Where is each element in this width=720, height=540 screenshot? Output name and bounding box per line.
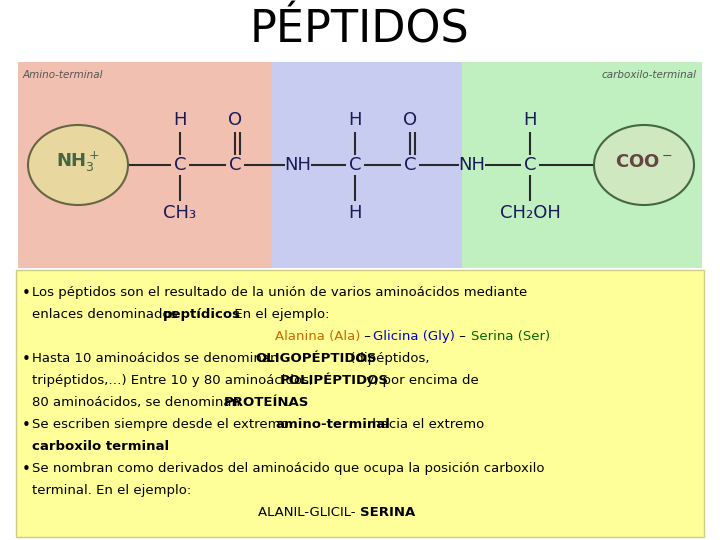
Text: NH: NH — [284, 156, 312, 174]
Text: enlaces denominados: enlaces denominados — [32, 308, 181, 321]
Text: Amino-terminal: Amino-terminal — [23, 70, 104, 80]
Text: y, por encima de: y, por encima de — [362, 374, 479, 387]
Text: PÉPTIDOS: PÉPTIDOS — [250, 9, 470, 51]
Text: Alanina (Ala): Alanina (Ala) — [274, 330, 360, 343]
Text: C: C — [404, 156, 416, 174]
Text: (dipéptidos,: (dipéptidos, — [346, 352, 430, 365]
Text: H: H — [523, 111, 536, 129]
Text: ALANIL-GLICIL-: ALANIL-GLICIL- — [258, 506, 360, 519]
Text: OLIGOPÉPTIDOS: OLIGOPÉPTIDOS — [255, 352, 377, 365]
Text: amino-terminal: amino-terminal — [275, 418, 390, 431]
Text: 80 aminoácidos, se denominan: 80 aminoácidos, se denominan — [32, 396, 244, 409]
Text: Los péptidos son el resultado de la unión de varios aminoácidos mediante: Los péptidos son el resultado de la unió… — [32, 286, 527, 299]
FancyBboxPatch shape — [16, 270, 704, 537]
Text: carboxilo-terminal: carboxilo-terminal — [602, 70, 697, 80]
Text: –: – — [455, 330, 470, 343]
Ellipse shape — [28, 125, 128, 205]
Text: •: • — [22, 462, 31, 477]
Text: SERINA: SERINA — [360, 506, 415, 519]
Text: Se escriben siempre desde el extremo: Se escriben siempre desde el extremo — [32, 418, 293, 431]
Text: CH₃: CH₃ — [163, 204, 197, 222]
Text: hacia el extremo: hacia el extremo — [368, 418, 485, 431]
Text: O: O — [228, 111, 242, 129]
Text: Hasta 10 aminoácidos se denominan: Hasta 10 aminoácidos se denominan — [32, 352, 283, 365]
Ellipse shape — [594, 125, 694, 205]
Text: H: H — [348, 111, 361, 129]
Text: C: C — [174, 156, 186, 174]
Text: . En el ejemplo:: . En el ejemplo: — [226, 308, 330, 321]
Text: •: • — [22, 352, 31, 367]
Text: •: • — [22, 418, 31, 433]
FancyBboxPatch shape — [272, 62, 462, 268]
Text: O: O — [403, 111, 417, 129]
Text: NH$_3^+$: NH$_3^+$ — [56, 150, 100, 174]
Text: H: H — [174, 111, 186, 129]
Text: C: C — [523, 156, 536, 174]
Text: H: H — [348, 204, 361, 222]
Text: Se nombran como derivados del aminoácido que ocupa la posición carboxilo: Se nombran como derivados del aminoácido… — [32, 462, 544, 475]
Text: peptídicos: peptídicos — [163, 308, 241, 321]
FancyBboxPatch shape — [18, 62, 272, 268]
Text: tripéptidos,…) Entre 10 y 80 aminoácidos,: tripéptidos,…) Entre 10 y 80 aminoácidos… — [32, 374, 318, 387]
Text: •: • — [22, 286, 31, 301]
Text: PROTEÍNAS: PROTEÍNAS — [224, 396, 310, 409]
Text: C: C — [348, 156, 361, 174]
Text: Glicina (Gly): Glicina (Gly) — [373, 330, 455, 343]
Text: carboxilo terminal: carboxilo terminal — [32, 440, 169, 453]
Text: .: . — [286, 396, 290, 409]
Text: NH: NH — [459, 156, 485, 174]
Text: POLIPÉPTIDOS: POLIPÉPTIDOS — [280, 374, 389, 387]
FancyBboxPatch shape — [462, 62, 702, 268]
Text: C: C — [229, 156, 241, 174]
Text: Serina (Ser): Serina (Ser) — [471, 330, 550, 343]
Text: CH₂OH: CH₂OH — [500, 204, 560, 222]
Text: terminal. En el ejemplo:: terminal. En el ejemplo: — [32, 484, 192, 497]
Text: –: – — [360, 330, 375, 343]
Text: COO$^-$: COO$^-$ — [615, 153, 673, 171]
